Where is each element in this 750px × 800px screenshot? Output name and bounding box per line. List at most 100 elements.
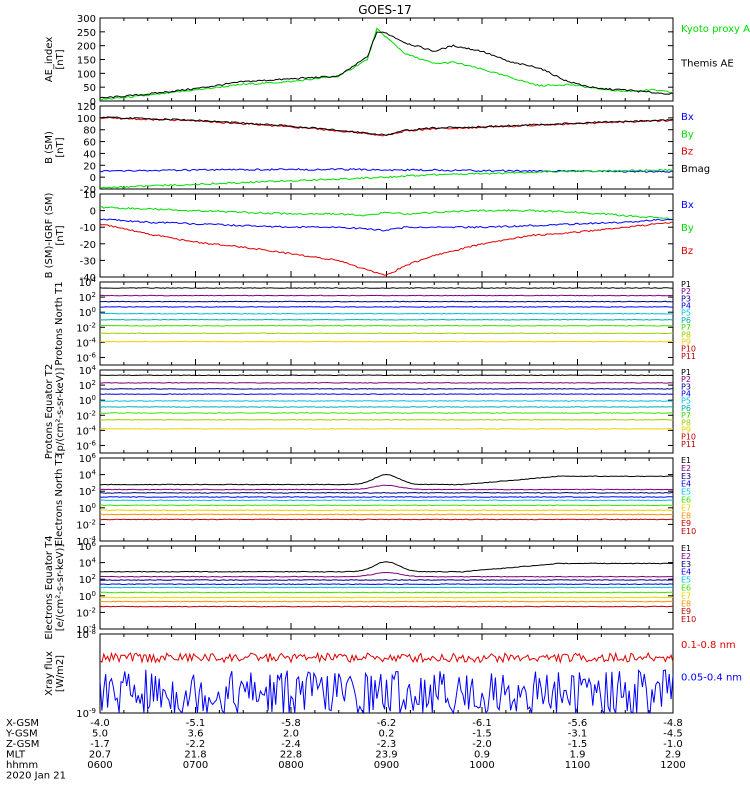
legend-item: P11 bbox=[681, 352, 696, 361]
x-axis-row-label: hhmm bbox=[6, 760, 38, 771]
x-axis-value: 0800 bbox=[278, 760, 303, 771]
series-e6 bbox=[100, 504, 673, 507]
y-tick-label: 104 bbox=[79, 364, 97, 377]
series-themis-ae bbox=[99, 31, 674, 99]
legend-item: Bx bbox=[681, 112, 694, 123]
x-axis-value: -2.0 bbox=[472, 739, 492, 750]
y-tick-label: 0 bbox=[90, 97, 96, 108]
y-axis-label: Protons North T1 bbox=[54, 281, 65, 365]
x-axis-value: 20.7 bbox=[89, 750, 111, 761]
series-bx bbox=[99, 168, 673, 173]
x-axis-row-label: Z-GSM bbox=[6, 739, 39, 750]
y-axis-label: Electrons North T3 bbox=[54, 453, 65, 546]
y-tick-label: 100 bbox=[77, 69, 96, 80]
y-tick-label: 120 bbox=[77, 102, 96, 113]
series-p1 bbox=[99, 374, 674, 377]
legend-item: E1 bbox=[681, 544, 691, 553]
y-axis-label: B (SM)[nT] bbox=[44, 131, 66, 164]
y-tick-label: 10-2 bbox=[76, 409, 96, 422]
x-axis-value: -4.8 bbox=[663, 718, 683, 729]
x-axis-value: -2.3 bbox=[377, 739, 397, 750]
legend-item: P7 bbox=[681, 411, 691, 420]
x-axis-value: 3.6 bbox=[188, 729, 204, 740]
y-tick-label: 150 bbox=[77, 56, 96, 67]
y-tick-label: 104 bbox=[79, 469, 97, 482]
x-axis-value: 1200 bbox=[660, 760, 685, 771]
panel-ae: 0 50 100 150 200 250 300 AE_index[nT] Kyoto prox… bbox=[44, 14, 750, 108]
y-tick-label: 0 bbox=[90, 207, 96, 218]
legend-item: By bbox=[681, 129, 694, 140]
legend-item: P10 bbox=[681, 345, 696, 354]
legend-item: Bz bbox=[681, 147, 693, 158]
series-kyoto-proxy-ae bbox=[99, 27, 674, 101]
legend-item: E2 bbox=[681, 464, 691, 473]
y-tick-label: 10-2 bbox=[76, 606, 96, 619]
legend-item: P8 bbox=[681, 418, 691, 427]
legend-item: Bz bbox=[681, 246, 693, 257]
y-tick-label: 0 bbox=[90, 173, 96, 184]
panel-p2: 104 102 100 10-2 10-4 10-6 Protons Equator T2[… bbox=[44, 364, 696, 460]
x-axis-value: 1.9 bbox=[570, 750, 586, 761]
x-axis-row-label: MLT bbox=[6, 750, 26, 761]
series-e7 bbox=[99, 596, 674, 599]
series-e9 bbox=[99, 605, 674, 608]
x-axis-value: -4.5 bbox=[663, 729, 683, 740]
panel-dbsm: -40 -30 -20 -10 0 10 B (SM)-IGRF (SM)[nT] Bx By B… bbox=[44, 190, 694, 284]
x-axis-value: 0700 bbox=[183, 760, 208, 771]
x-axis-row-label: Y-GSM bbox=[5, 729, 38, 740]
legend-item: E7 bbox=[681, 503, 691, 512]
y-tick-label: 60 bbox=[83, 138, 96, 149]
legend-item: E5 bbox=[681, 576, 691, 585]
series-e4 bbox=[99, 496, 674, 498]
y-tick-label: 300 bbox=[77, 14, 96, 25]
legend-item: E3 bbox=[681, 472, 691, 481]
legend-item: 0.05-0.4 nm bbox=[681, 673, 742, 684]
legend-item: P4 bbox=[681, 302, 691, 311]
x-axis-value: 21.8 bbox=[184, 750, 206, 761]
x-axis-value: 2.0 bbox=[283, 729, 299, 740]
y-tick-label: 102 bbox=[79, 573, 96, 586]
legend-item: E7 bbox=[681, 591, 691, 600]
legend-item: Themis AE bbox=[680, 59, 734, 70]
series-0-1-0-8-nm bbox=[99, 651, 674, 665]
legend-item: E9 bbox=[681, 607, 691, 616]
y-tick-label: 250 bbox=[77, 28, 96, 39]
y-tick-label: 100 bbox=[79, 394, 96, 407]
y-tick-label: 106 bbox=[79, 540, 97, 553]
legend-item: P2 bbox=[681, 287, 691, 296]
legend-item: By bbox=[681, 223, 694, 234]
series-e5 bbox=[99, 586, 674, 589]
legend-item: P2 bbox=[681, 375, 691, 384]
x-axis-value: -2.2 bbox=[186, 739, 206, 750]
x-axis-value: -1.0 bbox=[663, 739, 683, 750]
panel-frame bbox=[99, 17, 674, 102]
x-axis-value: -1.7 bbox=[90, 739, 110, 750]
y-tick-label: 200 bbox=[77, 42, 96, 53]
x-axis-value: -2.4 bbox=[281, 739, 301, 750]
date-label: 2020 Jan 21 bbox=[6, 771, 66, 782]
y-tick-label: 104 bbox=[79, 276, 97, 289]
y-tick-label: 40 bbox=[83, 149, 96, 160]
y-tick-label: 10-6 bbox=[76, 439, 96, 452]
y-tick-label: 10-4 bbox=[76, 424, 96, 437]
y-axis-label: AE_index[nT] bbox=[44, 37, 66, 83]
y-axis-label: Xray flux[W/m2] bbox=[44, 651, 66, 696]
series-p7 bbox=[99, 412, 674, 414]
series-e4 bbox=[99, 583, 674, 586]
y-tick-label: 100 bbox=[79, 306, 96, 319]
series-0-05-0-4-nm bbox=[99, 669, 674, 715]
legend-item: P7 bbox=[681, 323, 691, 332]
y-axis-label: Electrons Equator T4[e/(cm²-s-sr-keV)] bbox=[44, 535, 66, 639]
legend-item: E4 bbox=[681, 568, 691, 577]
series-by bbox=[99, 206, 674, 220]
panel-frame bbox=[99, 457, 674, 542]
y-tick-label: 80 bbox=[83, 126, 96, 137]
legend-item: P5 bbox=[681, 309, 691, 318]
y-tick-label: -20 bbox=[80, 240, 96, 251]
x-axis-value: 2.9 bbox=[665, 750, 681, 761]
series-p4 bbox=[99, 393, 674, 395]
y-tick-label: -40 bbox=[80, 273, 96, 284]
y-tick-label: 10-6 bbox=[76, 351, 96, 364]
